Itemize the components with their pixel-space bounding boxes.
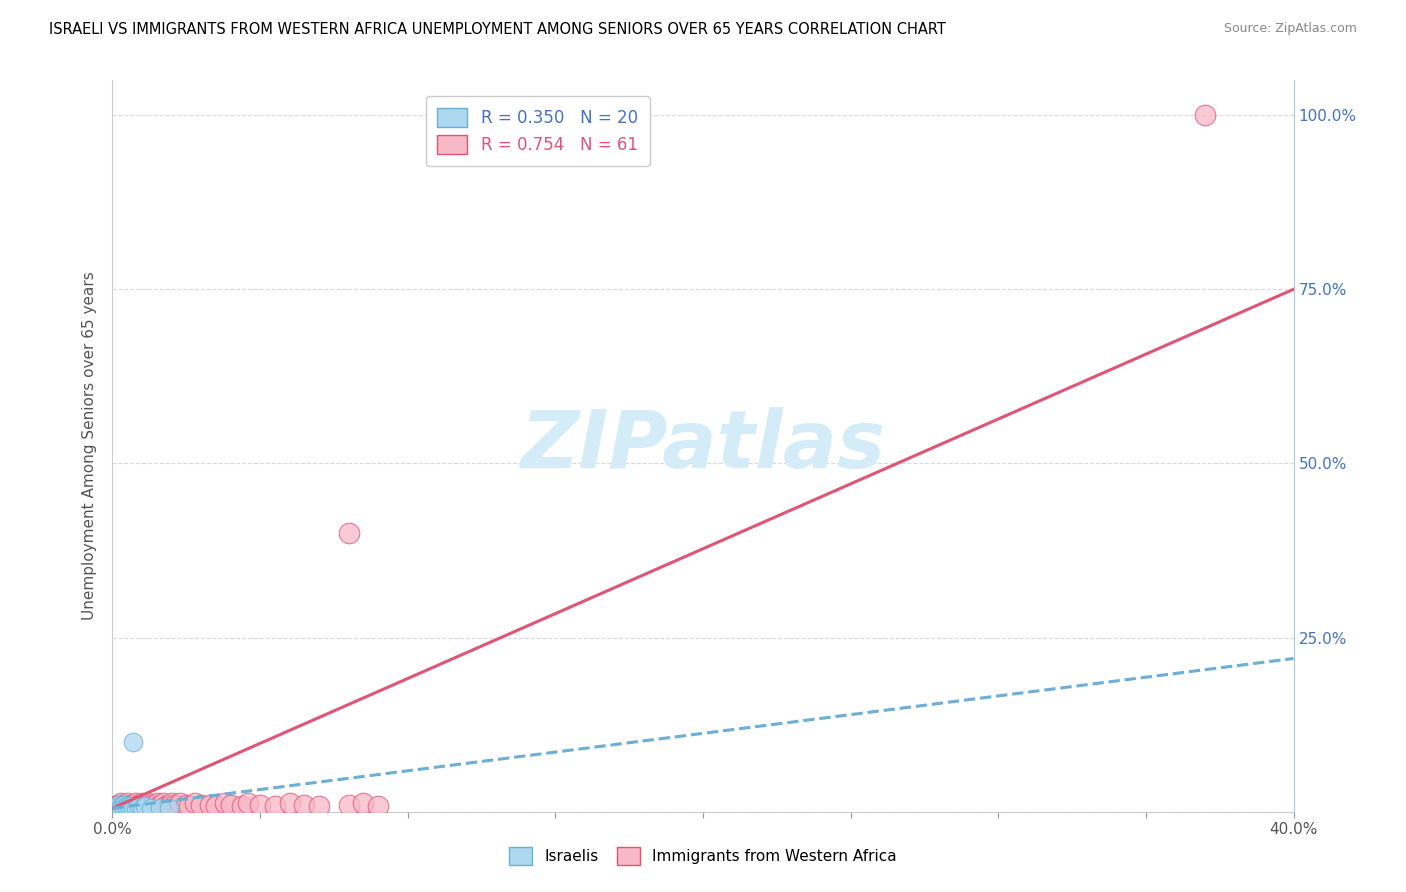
- Point: [184, 797, 207, 811]
- Point: [146, 797, 169, 811]
- Point: [131, 797, 153, 811]
- Point: [134, 797, 156, 812]
- Point: [136, 797, 159, 811]
- Point: [128, 800, 150, 814]
- Point: [214, 797, 236, 811]
- Point: [134, 799, 156, 814]
- Text: ZIPatlas: ZIPatlas: [520, 407, 886, 485]
- Point: [152, 797, 174, 811]
- Point: [104, 801, 127, 815]
- Point: [122, 797, 145, 812]
- Text: ISRAELI VS IMMIGRANTS FROM WESTERN AFRICA UNEMPLOYMENT AMONG SENIORS OVER 65 YEA: ISRAELI VS IMMIGRANTS FROM WESTERN AFRIC…: [49, 22, 946, 37]
- Point: [264, 799, 287, 814]
- Point: [107, 797, 129, 812]
- Y-axis label: Unemployment Among Seniors over 65 years: Unemployment Among Seniors over 65 years: [82, 272, 97, 620]
- Point: [128, 797, 150, 812]
- Point: [308, 799, 330, 814]
- Point: [128, 799, 150, 814]
- Point: [337, 797, 360, 812]
- Point: [117, 801, 138, 815]
- Point: [142, 799, 165, 814]
- Point: [205, 799, 228, 814]
- Point: [110, 799, 132, 814]
- Point: [120, 799, 142, 814]
- Point: [219, 797, 242, 812]
- Point: [112, 799, 135, 814]
- Point: [190, 797, 212, 812]
- Point: [163, 797, 186, 812]
- Point: [166, 799, 188, 814]
- Point: [117, 800, 138, 814]
- Point: [238, 797, 260, 811]
- Point: [292, 797, 315, 812]
- Point: [112, 797, 135, 812]
- Point: [352, 797, 374, 811]
- Point: [117, 800, 138, 814]
- Point: [1194, 108, 1216, 122]
- Point: [367, 799, 389, 814]
- Point: [110, 801, 132, 815]
- Point: [117, 799, 138, 814]
- Point: [107, 797, 129, 812]
- Point: [131, 800, 153, 814]
- Point: [120, 801, 142, 815]
- Point: [179, 799, 201, 814]
- Point: [104, 799, 127, 814]
- Point: [134, 800, 156, 814]
- Point: [112, 800, 135, 814]
- Point: [139, 797, 162, 812]
- Point: [120, 801, 142, 815]
- Point: [107, 801, 129, 815]
- Point: [231, 799, 253, 814]
- Point: [249, 797, 271, 812]
- Point: [122, 800, 145, 814]
- Point: [169, 797, 191, 811]
- Point: [139, 801, 162, 815]
- Point: [120, 800, 142, 814]
- Text: Source: ZipAtlas.com: Source: ZipAtlas.com: [1223, 22, 1357, 36]
- Legend: Israelis, Immigrants from Western Africa: Israelis, Immigrants from Western Africa: [503, 841, 903, 871]
- Point: [110, 799, 132, 814]
- Point: [131, 800, 153, 814]
- Point: [122, 800, 145, 814]
- Point: [120, 797, 142, 812]
- Point: [160, 797, 183, 811]
- Point: [157, 797, 180, 812]
- Point: [122, 799, 145, 814]
- Point: [107, 800, 129, 814]
- Point: [122, 735, 145, 749]
- Point: [155, 799, 177, 814]
- Point: [117, 797, 138, 811]
- Point: [110, 797, 132, 811]
- Point: [125, 797, 148, 811]
- Point: [136, 800, 159, 814]
- Point: [174, 797, 197, 812]
- Point: [112, 800, 135, 814]
- Point: [337, 526, 360, 541]
- Legend: R = 0.350   N = 20, R = 0.754   N = 61: R = 0.350 N = 20, R = 0.754 N = 61: [426, 96, 650, 166]
- Point: [278, 797, 301, 811]
- Point: [125, 801, 148, 815]
- Point: [107, 800, 129, 814]
- Point: [112, 797, 135, 812]
- Point: [157, 801, 180, 815]
- Point: [125, 800, 148, 814]
- Point: [125, 801, 148, 815]
- Point: [104, 801, 127, 815]
- Point: [149, 797, 172, 812]
- Point: [198, 797, 221, 812]
- Point: [110, 801, 132, 815]
- Point: [149, 800, 172, 814]
